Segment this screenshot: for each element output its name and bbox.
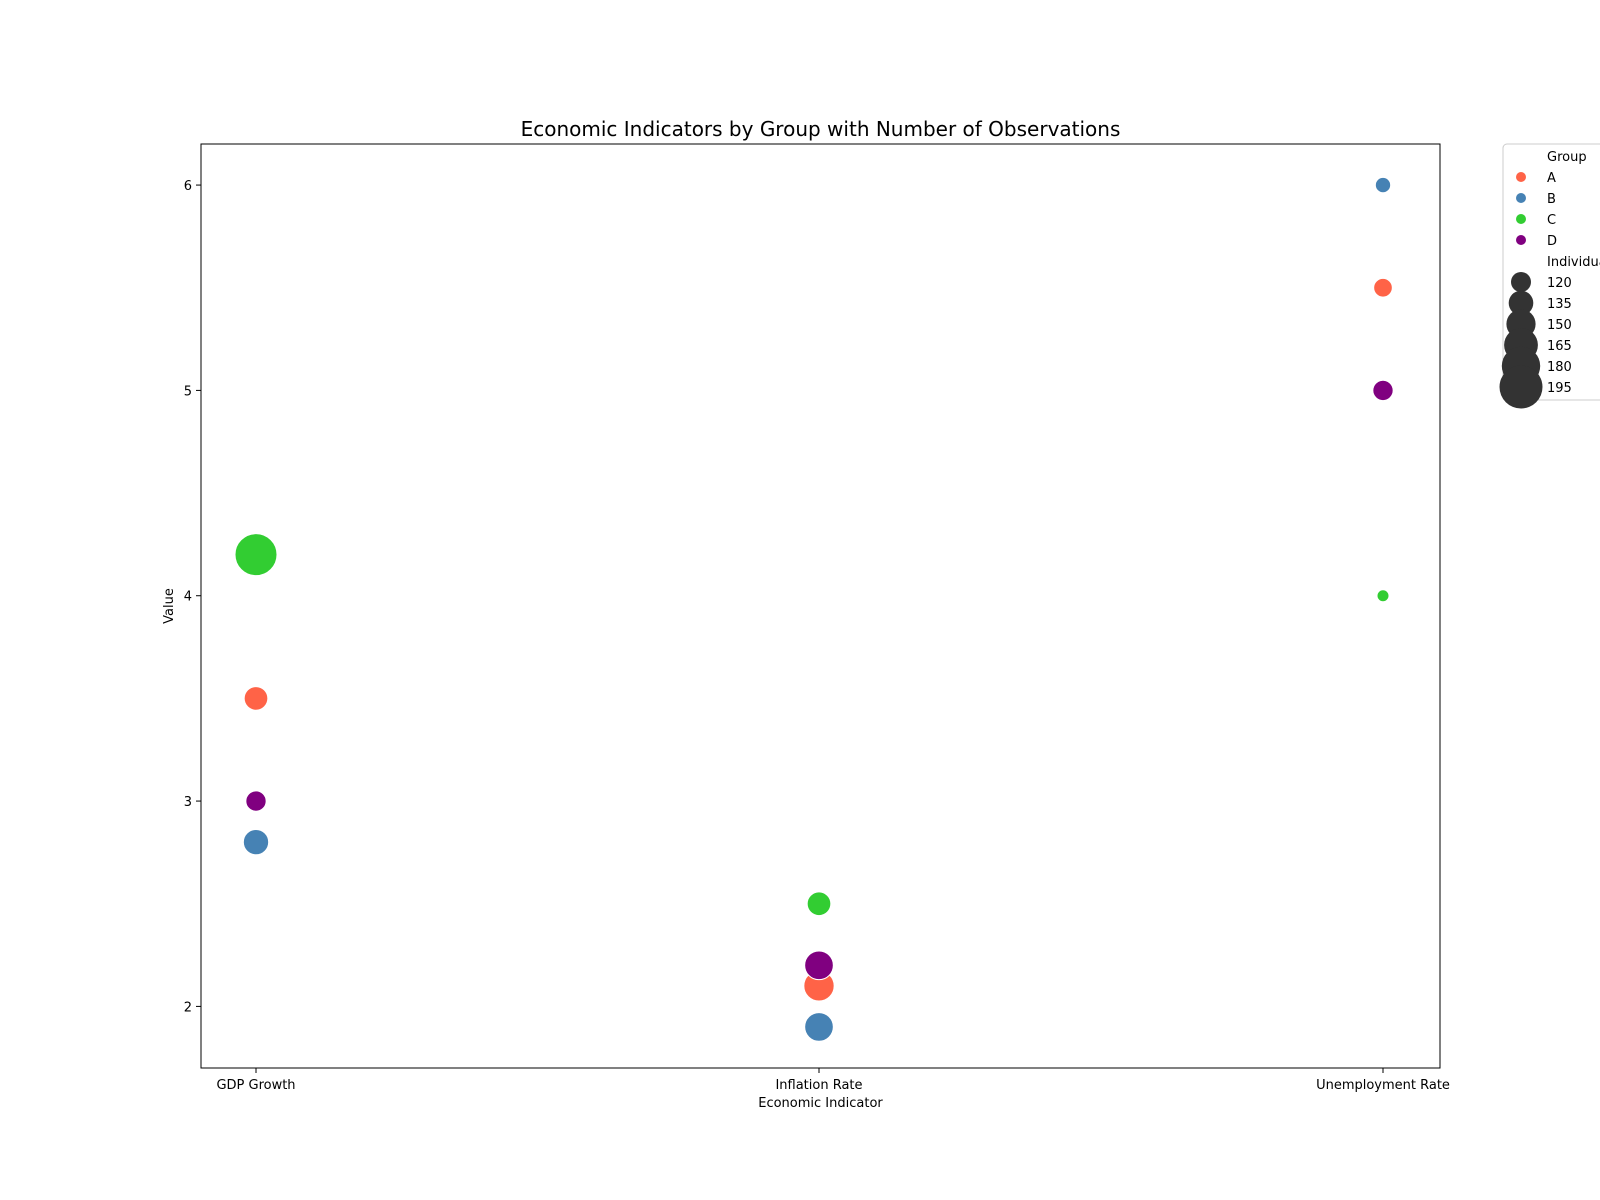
y-tick-label: 2: [184, 1000, 192, 1015]
legend-size-label: 150: [1547, 318, 1572, 333]
data-point-group-d: [804, 950, 834, 981]
legend-size-marker: [1499, 365, 1543, 409]
data-point-group-b: [1374, 176, 1392, 194]
legend-marker-group-b: [1516, 193, 1526, 203]
x-tick-label: Inflation Rate: [775, 1078, 862, 1093]
data-point-group-c: [1376, 589, 1390, 603]
data-points: [234, 176, 1394, 1042]
legend-marker-group-d: [1516, 235, 1526, 245]
legend-group-title: Group: [1547, 150, 1587, 165]
x-tick-label: GDP Growth: [216, 1078, 295, 1093]
legend-size-label: 195: [1547, 381, 1572, 396]
legend-size-label: 165: [1547, 339, 1572, 354]
y-tick-label: 4: [184, 590, 192, 605]
legend-size-marker: [1511, 272, 1531, 292]
y-axis: 2 3 4 5 6: [184, 179, 201, 1015]
legend-size-label: 135: [1547, 297, 1572, 312]
legend-marker-group-c: [1516, 214, 1526, 224]
x-axis: GDP Growth Inflation Rate Unemployment Rat…: [216, 1068, 1450, 1093]
legend-label-group-c: C: [1547, 213, 1556, 228]
legend-size-label: 120: [1547, 276, 1572, 291]
legend-size-marker: [1508, 290, 1534, 316]
x-tick-label: Unemployment Rate: [1316, 1078, 1450, 1093]
y-axis-label: Value: [162, 588, 177, 624]
legend-label-group-b: B: [1547, 192, 1556, 207]
legend-label-group-d: D: [1547, 234, 1557, 249]
legend-marker-group-a: [1516, 172, 1526, 182]
data-point-group-b: [242, 828, 270, 856]
data-point-group-d: [1372, 379, 1394, 402]
data-point-group-b: [804, 1012, 834, 1042]
data-point-group-c: [806, 891, 832, 917]
y-tick-label: 6: [184, 179, 192, 194]
data-point-group-a: [1373, 277, 1393, 298]
legend-size-title: Individuals: [1547, 255, 1600, 270]
chart-title: Economic Indicators by Group with Number…: [521, 117, 1121, 141]
legend-label-group-a: A: [1547, 171, 1556, 186]
legend-size-label: 180: [1547, 360, 1572, 375]
data-point-group-d: [245, 790, 267, 812]
x-axis-label: Economic Indicator: [758, 1096, 883, 1111]
data-point-group-c: [234, 533, 278, 577]
y-tick-label: 3: [184, 795, 192, 810]
plot-frame: [200, 143, 1441, 1069]
y-tick-label: 5: [184, 384, 192, 399]
data-point-group-a: [243, 686, 269, 711]
